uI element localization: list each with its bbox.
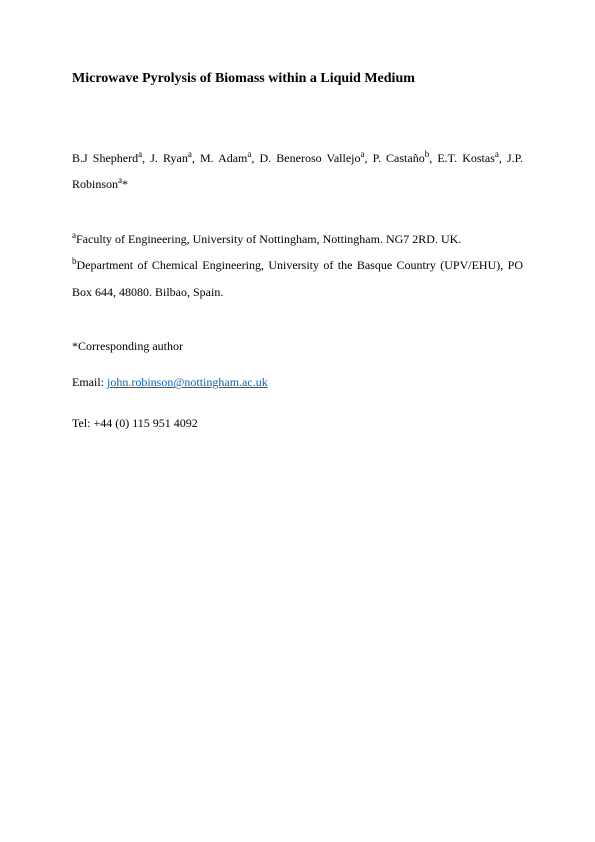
- telephone: Tel: +44 (0) 115 951 4092: [72, 410, 523, 436]
- affiliations: aFaculty of Engineering, University of N…: [72, 226, 523, 305]
- email-line: Email: john.robinson@nottingham.ac.uk: [72, 369, 523, 395]
- corresponding-author-label: *Corresponding author: [72, 333, 523, 359]
- paper-title: Microwave Pyrolysis of Biomass within a …: [72, 68, 523, 89]
- email-label: Email:: [72, 375, 107, 389]
- email-link[interactable]: john.robinson@nottingham.ac.uk: [107, 375, 268, 389]
- affiliation-b: bDepartment of Chemical Engineering, Uni…: [72, 252, 523, 305]
- affiliation-a: aFaculty of Engineering, University of N…: [72, 226, 523, 252]
- authors-list: B.J Shepherda, J. Ryana, M. Adama, D. Be…: [72, 145, 523, 198]
